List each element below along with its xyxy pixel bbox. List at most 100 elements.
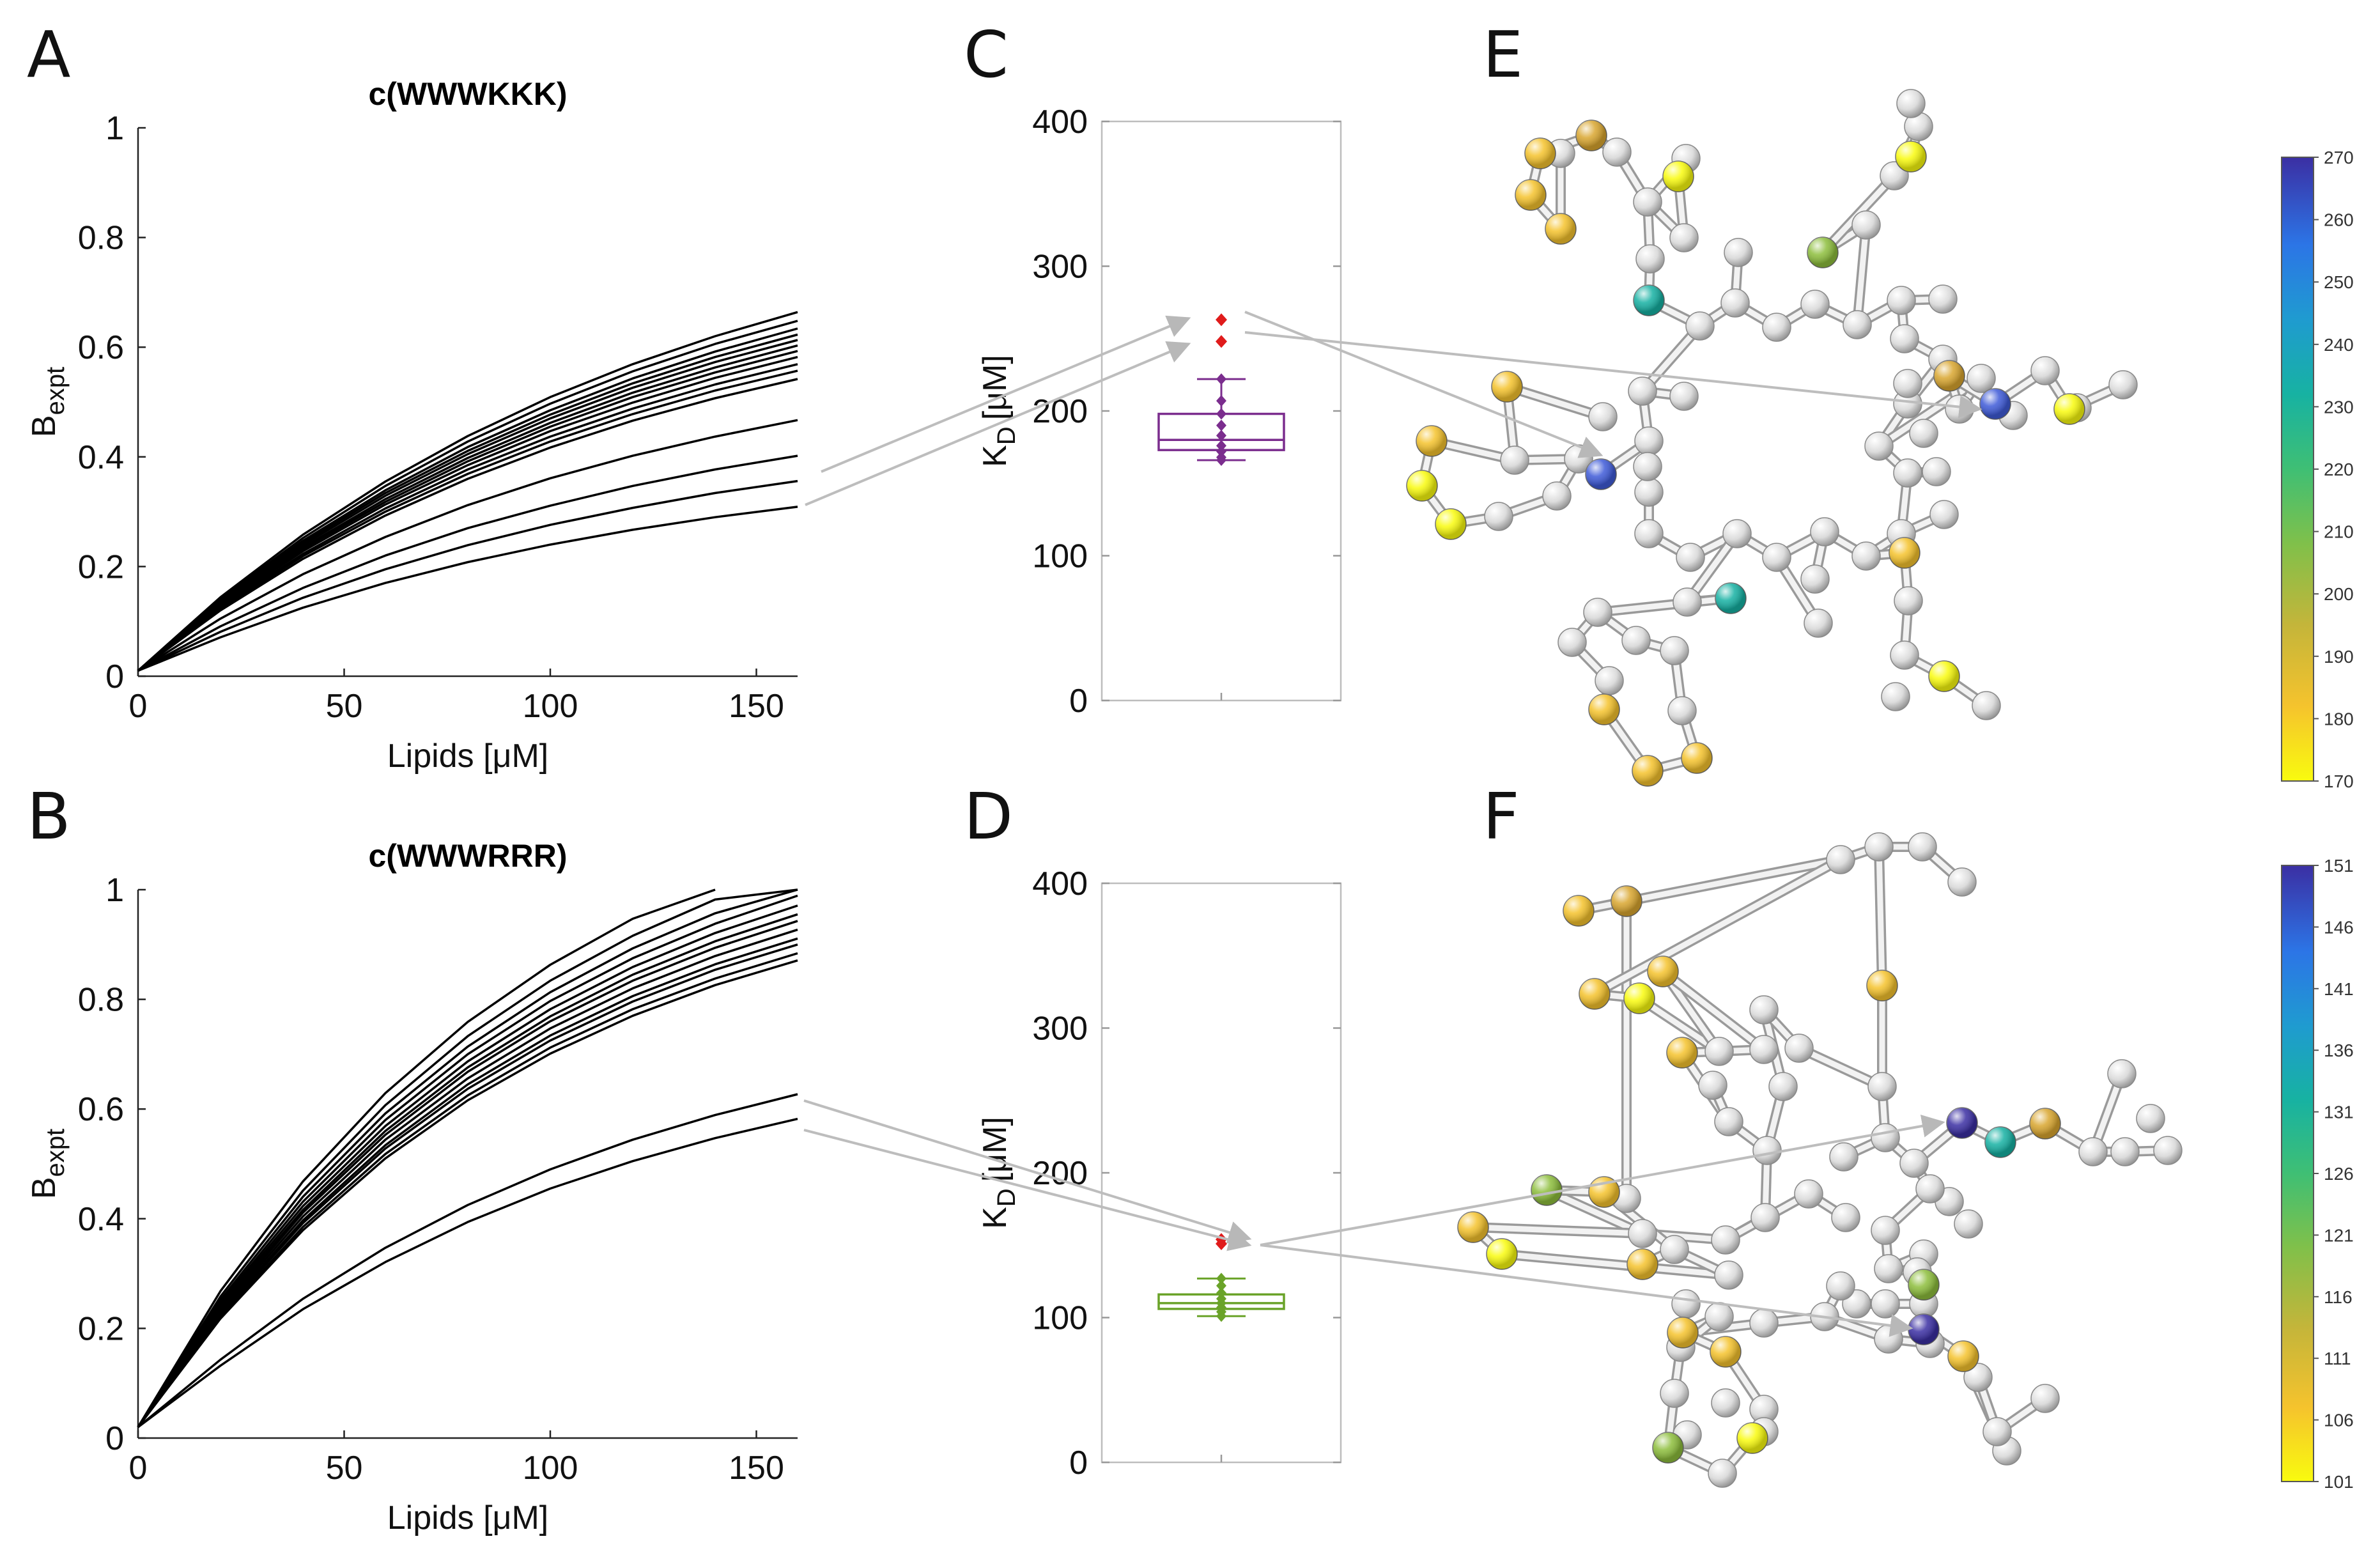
annotation-arrow	[805, 341, 1191, 506]
series-line-8	[137, 928, 798, 1428]
carbon-atom	[1633, 187, 1662, 217]
x-tick-label: 150	[729, 688, 784, 725]
carbon-atom	[1588, 402, 1618, 431]
atom-shading	[1867, 970, 1897, 1001]
y-axis-label: KD [μM]	[977, 1117, 1021, 1229]
atom-shading	[1407, 470, 1437, 501]
carbon-atom	[1708, 1459, 1737, 1488]
y-axis-label-main: B	[26, 1177, 63, 1199]
colorbar-tick-label: 200	[2324, 584, 2354, 604]
colorbar-tick-label: 170	[2324, 771, 2354, 791]
data-point	[1216, 1287, 1226, 1299]
atom-shading	[1929, 661, 1959, 692]
carbon-atom	[1768, 1072, 1798, 1101]
carbon-atom	[1660, 1379, 1689, 1408]
atom-layer	[1406, 89, 2138, 787]
data-point	[1216, 419, 1226, 431]
x-tick-label: 0	[129, 1450, 148, 1487]
atom-shading	[1545, 213, 1576, 244]
carbon-atom	[1711, 1225, 1740, 1255]
x-tick-label: 100	[523, 1450, 578, 1487]
series-line-9	[137, 937, 798, 1428]
bond-highlight	[1876, 844, 1885, 989]
atom-shading	[1807, 237, 1838, 268]
annotation-arrow	[1260, 1115, 1945, 1246]
chart-title: c(WWWKKK)	[368, 76, 567, 112]
carbon-atom	[1660, 636, 1689, 665]
bond-highlight	[1796, 1045, 1885, 1090]
colorbar-tick-label: 180	[2324, 709, 2354, 729]
carbon-atom	[1749, 1308, 1779, 1338]
series-line-2	[137, 320, 798, 672]
atom-shading	[1487, 1239, 1517, 1269]
colorbar-f: 151 146 141 136 131 126 121 116 111 106 101	[2281, 856, 2354, 1492]
bond-highlight	[1504, 383, 1606, 420]
carbon-atom	[1635, 244, 1665, 274]
carbon-atom	[1826, 845, 1855, 874]
carbon-atom	[1634, 477, 1664, 507]
atom-shading	[1980, 389, 2011, 419]
carbon-atom	[1887, 286, 1916, 315]
carbon-atom	[1749, 995, 1779, 1025]
carbon-atom	[1928, 284, 1958, 314]
colorbar-gradient	[2281, 865, 2314, 1482]
carbon-atom	[2110, 1137, 2140, 1166]
atom-shading	[2054, 394, 2085, 424]
carbon-atom	[1673, 587, 1702, 617]
carbon-atom	[2078, 1137, 2108, 1166]
y-tick-label: 400	[1032, 865, 1088, 902]
molecule-structure-wwwkkk	[1406, 89, 2138, 787]
colorbar-tick-label: 260	[2324, 210, 2354, 230]
atom-shading	[1934, 360, 1965, 391]
carbon-atom	[1929, 500, 1959, 529]
data-point	[1216, 1280, 1226, 1292]
outlier-point	[1216, 335, 1227, 348]
series-line-14	[137, 1117, 798, 1428]
atom-shading	[1525, 138, 1556, 169]
annotation-arrow	[1260, 1244, 1913, 1337]
bond-highlight	[1595, 595, 1734, 615]
atom-shading	[1896, 141, 1926, 172]
carbon-atom	[1669, 382, 1699, 411]
carbon-atom	[1867, 1072, 1897, 1101]
plot-frame	[1101, 882, 1342, 1464]
carbon-atom	[1871, 1216, 1900, 1245]
carbon-atom	[1881, 682, 1910, 711]
atom-shading	[1715, 583, 1746, 614]
atom-shading	[1611, 886, 1642, 917]
colorbar-tick-label: 106	[2324, 1411, 2354, 1430]
series-line-12	[137, 959, 798, 1428]
carbon-atom	[1851, 210, 1881, 240]
carbon-atom	[1909, 419, 1938, 448]
carbon-atom	[1671, 1289, 1701, 1319]
y-tick-label: 0.4	[78, 439, 124, 476]
colorbar-tick-label: 270	[2324, 148, 2354, 167]
series-line-8	[137, 355, 798, 672]
annotation-arrow	[803, 1129, 1252, 1251]
y-axis-label-sub: expt	[42, 367, 70, 415]
carbon-atom	[1899, 1149, 1929, 1178]
carbon-atom	[1711, 1388, 1740, 1418]
carbon-atom	[1871, 1289, 1900, 1319]
bond-highlight	[1543, 1187, 1646, 1237]
annotation-arrows	[803, 311, 1982, 1337]
panel-label-e: E	[1483, 17, 1523, 92]
atom-shading	[1632, 755, 1663, 786]
carbon-atom	[1714, 1260, 1743, 1290]
y-tick-label: 1	[105, 872, 124, 909]
carbon-atom	[1922, 457, 1951, 486]
atom-shading	[1563, 895, 1594, 926]
y-axis-label-sub: expt	[42, 1129, 70, 1177]
atom-shading	[1627, 1249, 1658, 1280]
carbon-atom	[1972, 691, 2001, 720]
carbon-atom	[1810, 517, 1839, 546]
data-point	[1216, 445, 1226, 458]
bond-highlight	[1591, 856, 1844, 997]
atom-shading	[1889, 538, 1920, 568]
carbon-atom	[1633, 452, 1662, 481]
y-tick-label: 0.6	[78, 1091, 124, 1128]
carbon-atom	[1762, 543, 1791, 572]
series-line-13	[137, 1093, 798, 1428]
